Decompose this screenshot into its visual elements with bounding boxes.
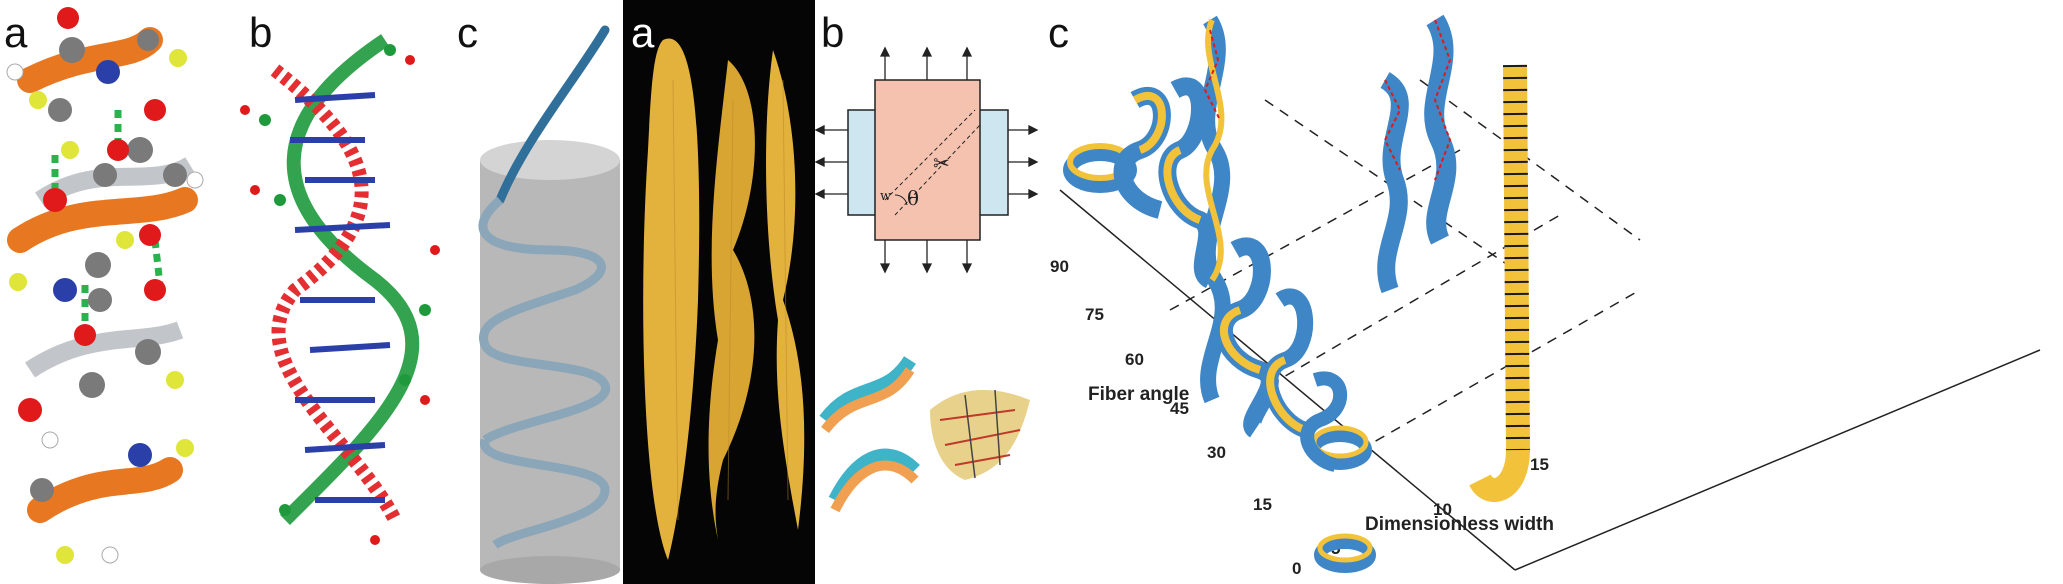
dna-helix-figure bbox=[240, 34, 440, 545]
y-tick-15: 15 bbox=[1253, 495, 1272, 514]
panel-label-b-left: b bbox=[249, 9, 273, 56]
ribbon-3d-plot: 90 75 60 45 30 15 0 Fiber angle 5 10 15 … bbox=[1050, 14, 2041, 578]
panel-ribbon-plot: c 90 75 60 45 30 15 0 Fiber angle 5 10 1… bbox=[1040, 0, 2063, 584]
y-tick-labels: 90 75 60 45 30 15 0 bbox=[1050, 257, 1301, 578]
ribbon-specimens bbox=[1063, 14, 1531, 573]
panel-protein-helix: a bbox=[0, 0, 225, 584]
y-tick-75: 75 bbox=[1085, 305, 1104, 324]
y-tick-30: 30 bbox=[1207, 443, 1226, 462]
y-tick-90: 90 bbox=[1050, 257, 1069, 276]
y-tick-45: 45 bbox=[1170, 399, 1189, 418]
x-tick-10: 10 bbox=[1433, 500, 1452, 519]
x-axis-label: Dimensionless width bbox=[1365, 514, 1554, 535]
width-axis bbox=[1514, 349, 2041, 571]
panel-schematic: b w θ ✂ bbox=[815, 0, 1040, 584]
seed-pods-figure bbox=[643, 38, 805, 561]
panel-label-c-right: c bbox=[1048, 9, 1069, 56]
panel-helix-cylinder: c bbox=[455, 0, 623, 584]
panel-dna-helix: b bbox=[225, 0, 455, 584]
y-tick-60: 60 bbox=[1125, 350, 1144, 369]
panel-label-b-right: b bbox=[821, 9, 845, 56]
film-schematic: w θ ✂ bbox=[815, 46, 1039, 513]
panel-label-a-right: a bbox=[631, 9, 655, 56]
fiber-angle-axis bbox=[1059, 189, 1516, 571]
scissors-icon: ✂ bbox=[933, 151, 950, 175]
panel-seed-pods: a bbox=[623, 0, 815, 584]
panel-label-a-left: a bbox=[4, 9, 28, 56]
width-symbol: w bbox=[880, 189, 891, 204]
strip-photo bbox=[930, 389, 1030, 480]
y-axis-label: Fiber angle bbox=[1088, 384, 1189, 405]
panel-label-c-left: c bbox=[457, 9, 478, 56]
protein-helix-figure bbox=[6, 7, 204, 564]
y-tick-0: 0 bbox=[1292, 559, 1301, 578]
stretch-arrows bbox=[815, 46, 1039, 274]
angle-symbol: θ bbox=[907, 186, 919, 210]
atom-cluster bbox=[6, 7, 204, 564]
x-tick-15: 15 bbox=[1530, 455, 1549, 474]
cylinder-helix-figure bbox=[478, 25, 620, 584]
bilayer-ribbon-sketch bbox=[819, 356, 920, 513]
